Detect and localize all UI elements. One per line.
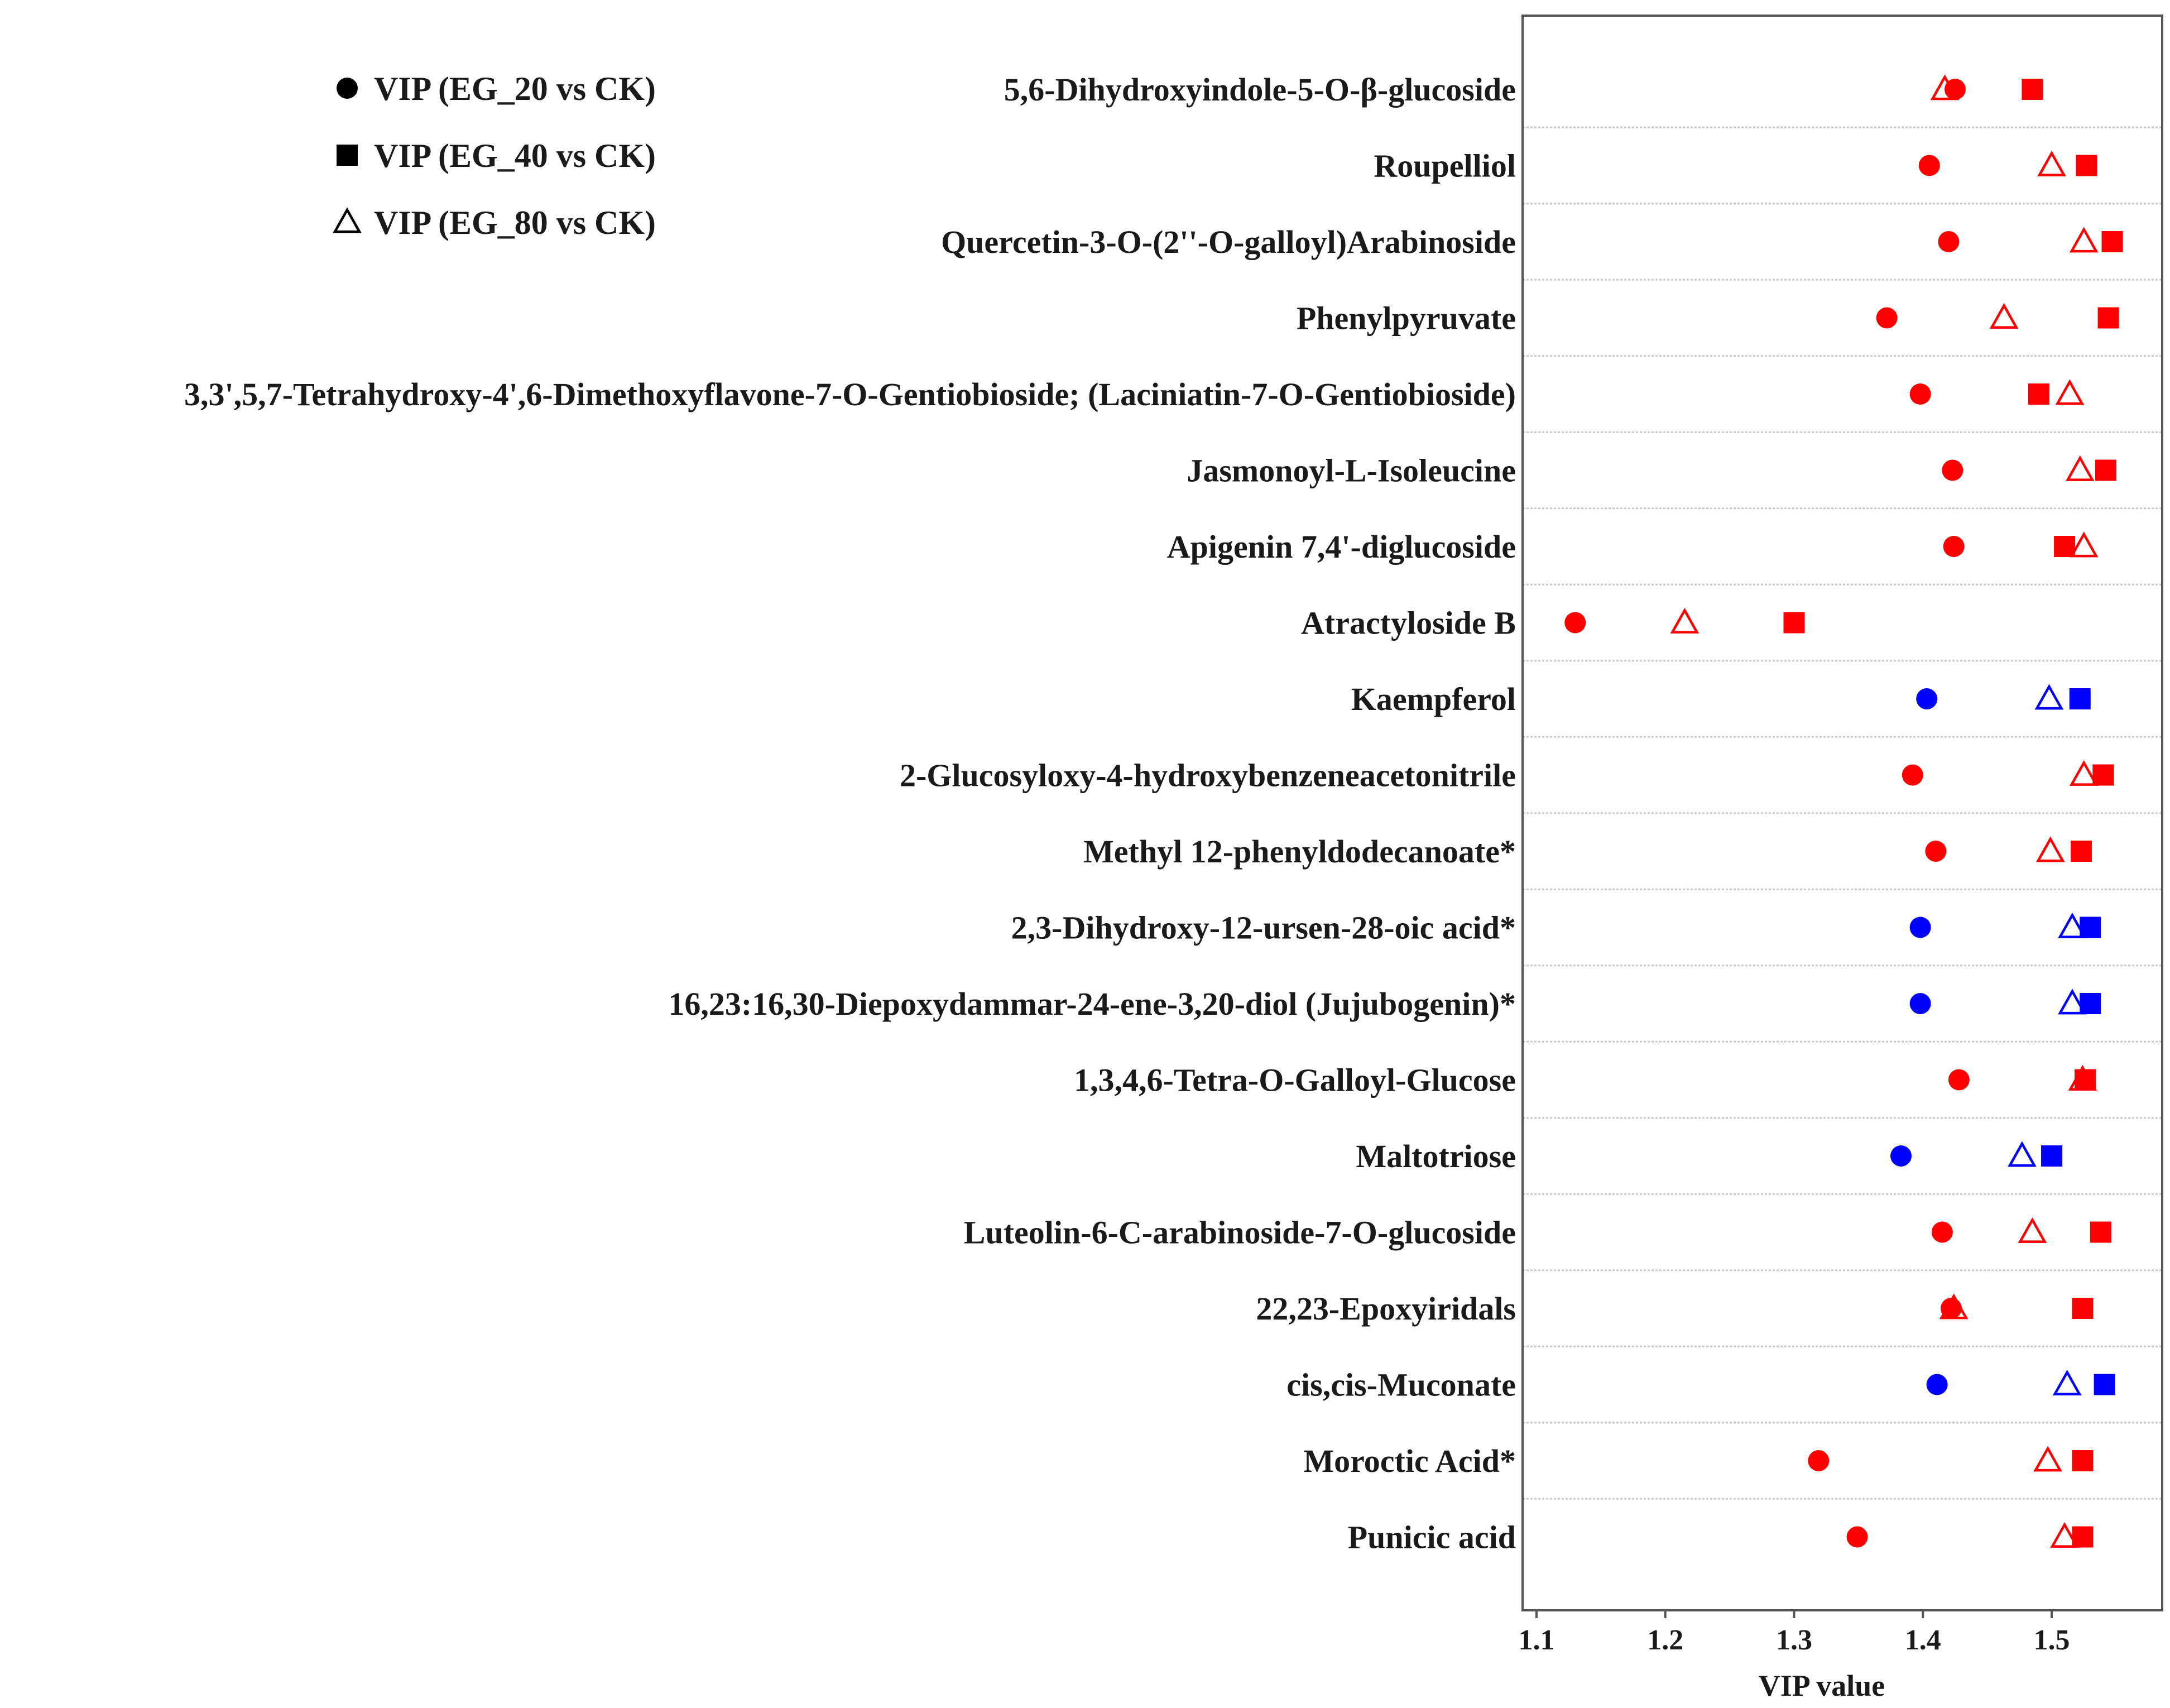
row-labels: 5,6-Dihydroxyindole-5-O-β-glucoside Roupe… (184, 71, 1516, 1556)
row-label: Methyl 12-phenyldodecanoate* (1083, 833, 1516, 870)
marker-eg80-triangle (2018, 1217, 2047, 1243)
row-label: Quercetin-3-O-(2''-O-galloyl)Arabinoside (941, 224, 1516, 260)
marker-eg80-triangle (2050, 1522, 2079, 1548)
legend-triangle-icon (333, 207, 362, 233)
marker-eg80-triangle (1670, 607, 1699, 634)
row-label: Kaempferol (1351, 681, 1516, 717)
marker-eg20-circle (1918, 155, 1940, 176)
marker-eg80-triangle (2035, 836, 2065, 862)
marker-eg20-circle (1941, 1298, 1962, 1319)
marker-eg40-square (2074, 1069, 2096, 1091)
marker-eg80-triangle (2069, 531, 2099, 558)
legend-label: VIP (EG_80 vs CK) (374, 204, 656, 241)
row-label: 2,3-Dihydroxy-12-ursen-28-oic acid* (1011, 910, 1516, 946)
legend-label: VIP (EG_40 vs CK) (374, 137, 656, 174)
row-label: 22,23-Epoxyiridals (1256, 1290, 1516, 1327)
row-label: Roupelliol (1374, 148, 1516, 184)
marker-eg40-square (2076, 155, 2097, 176)
marker-eg40-square (2090, 1221, 2111, 1243)
marker-eg40-square (2101, 231, 2123, 252)
marker-eg20-circle (1909, 993, 1931, 1014)
marker-eg20-circle (1876, 307, 1898, 329)
marker-eg20-circle (1925, 841, 1947, 862)
markers (1564, 74, 2123, 1548)
legend-square-icon (337, 145, 358, 166)
marker-eg40-square (1783, 612, 1805, 634)
marker-eg40-square (2071, 841, 2092, 862)
marker-eg40-square (2054, 536, 2076, 557)
marker-eg20-circle (1909, 917, 1931, 938)
x-tick-label: 1.1 (1519, 1624, 1555, 1656)
marker-eg40-square (2095, 459, 2116, 481)
marker-eg20-circle (1909, 383, 1931, 405)
row-label: 2-Glucosyloxy-4-hydroxybenzeneacetonitri… (900, 757, 1516, 794)
x-axis: 1.1 1.2 1.3 1.4 1.5 (1519, 1610, 2070, 1656)
x-tick-label: 1.2 (1647, 1624, 1683, 1656)
marker-eg80-triangle (2055, 379, 2085, 405)
marker-eg20-circle (1808, 1450, 1830, 1471)
row-label: 16,23:16,30-Diepoxydammar-24-ene-3,20-di… (668, 986, 1516, 1022)
row-label: Phenylpyruvate (1297, 300, 1516, 337)
marker-eg20-circle (1943, 536, 1965, 557)
legend: VIP (EG_20 vs CK) VIP (EG_40 vs CK) VIP (E… (333, 70, 656, 241)
marker-eg20-circle (1948, 1069, 1970, 1091)
legend-circle-icon (337, 78, 358, 99)
marker-eg40-square (2094, 1374, 2115, 1395)
x-tick-label: 1.3 (1776, 1624, 1812, 1656)
marker-eg20-circle (1846, 1526, 1868, 1548)
marker-eg20-circle (1916, 688, 1938, 709)
x-axis-title: VIP value (1759, 1669, 1885, 1702)
marker-eg80-triangle (2034, 684, 2064, 710)
x-tick-label: 1.5 (2034, 1624, 2070, 1656)
marker-eg80-triangle (2069, 760, 2099, 786)
row-label: Luteolin-6-C-arabinoside-7-O-glucoside (964, 1215, 1516, 1251)
row-label: Punicic acid (1348, 1519, 1516, 1556)
row-label: Moroctic Acid* (1303, 1443, 1516, 1479)
marker-eg80-triangle (2058, 989, 2087, 1015)
marker-eg80-triangle (2058, 912, 2087, 938)
marker-eg20-circle (1890, 1145, 1912, 1167)
marker-eg40-square (2022, 79, 2043, 100)
marker-eg40-square (2072, 1298, 2094, 1319)
row-label: Jasmonoyl-L-Isoleucine (1187, 453, 1516, 489)
marker-eg40-square (2041, 1145, 2062, 1167)
marker-eg80-triangle (2052, 1369, 2082, 1395)
marker-eg20-circle (1926, 1374, 1948, 1395)
row-label: 5,6-Dihydroxyindole-5-O-β-glucoside (1004, 71, 1516, 108)
marker-eg80-triangle (2037, 150, 2066, 176)
marker-eg20-circle (1902, 764, 1923, 786)
marker-eg80-triangle (2065, 455, 2095, 481)
marker-eg40-square (2069, 688, 2091, 709)
marker-eg40-square (2072, 1526, 2094, 1548)
marker-eg40-square (2097, 307, 2119, 329)
marker-eg80-triangle (2033, 1446, 2062, 1472)
marker-eg40-square (2072, 1450, 2094, 1471)
plot-frame (1521, 15, 2163, 1611)
marker-eg40-square (2080, 993, 2101, 1014)
marker-eg40-square (2080, 917, 2101, 938)
x-tick-label: 1.4 (1905, 1624, 1941, 1656)
marker-eg20-circle (1944, 79, 1966, 100)
grid-layer (1523, 126, 2162, 1500)
marker-eg40-square (2028, 383, 2049, 405)
row-label: Maltotriose (1356, 1138, 1516, 1174)
row-label: 1,3,4,6-Tetra-O-Galloyl-Glucose (1074, 1062, 1516, 1098)
row-label: Apigenin 7,4'-diglucoside (1167, 529, 1516, 565)
row-label: cis,cis-Muconate (1286, 1367, 1516, 1403)
legend-label: VIP (EG_20 vs CK) (374, 70, 656, 107)
marker-eg20-circle (1931, 1221, 1953, 1243)
row-label: Atractyloside B (1301, 605, 1516, 641)
row-label: 3,3',5,7-Tetrahydroxy-4',6-Dimethoxyflav… (184, 376, 1516, 412)
marker-eg40-square (2092, 764, 2114, 786)
marker-eg20-circle (1942, 459, 1963, 481)
marker-eg80-triangle (2069, 227, 2099, 253)
marker-eg80-triangle (2008, 1141, 2037, 1167)
marker-eg80-triangle (1989, 303, 2019, 329)
marker-eg20-circle (1564, 612, 1586, 634)
marker-eg20-circle (1938, 231, 1960, 252)
